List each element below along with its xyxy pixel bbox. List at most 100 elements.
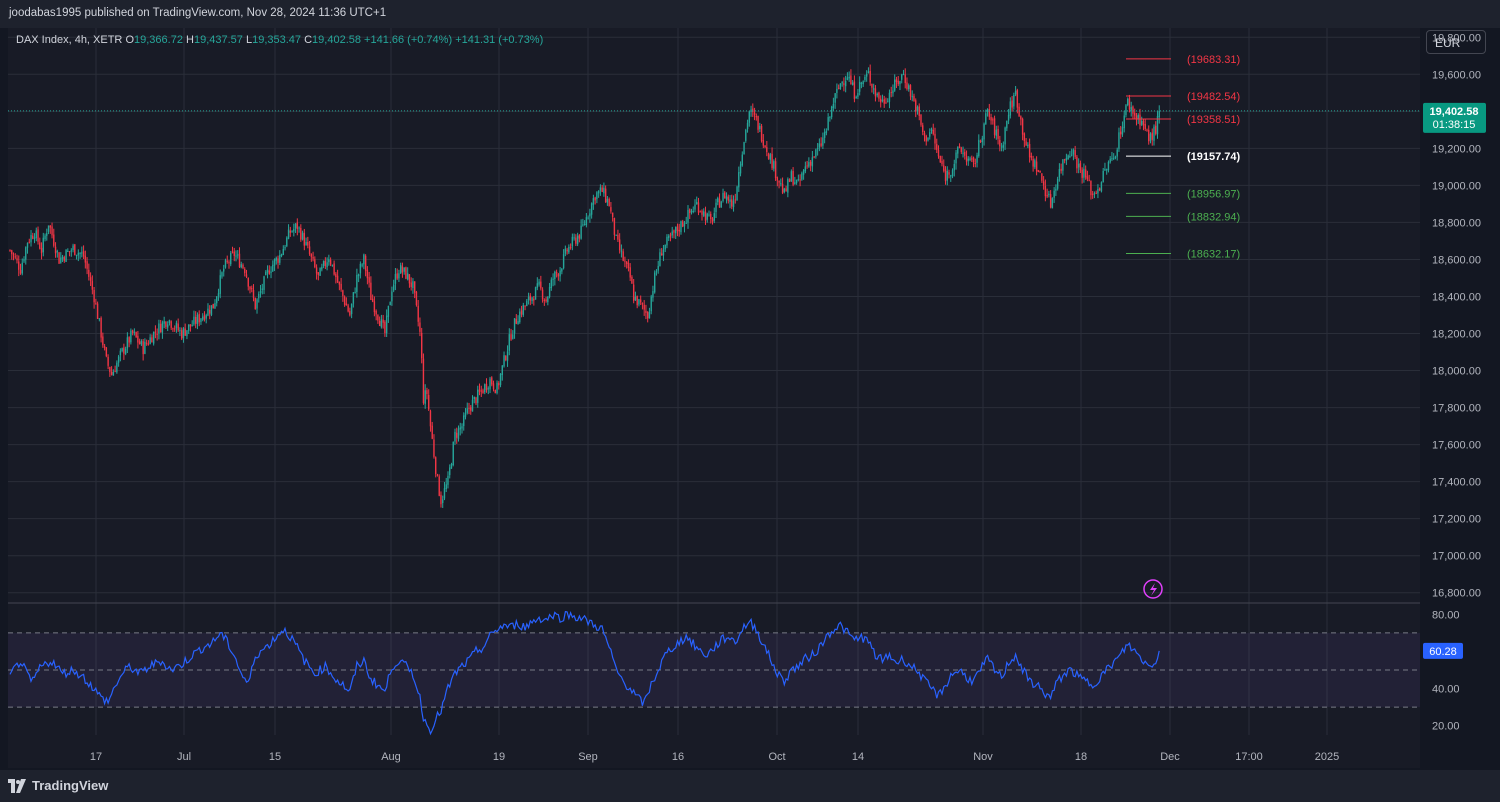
candle bbox=[690, 210, 693, 213]
candle bbox=[82, 251, 85, 257]
candle bbox=[739, 164, 742, 174]
candle bbox=[1007, 114, 1010, 121]
candle bbox=[1070, 154, 1073, 156]
candle bbox=[1027, 144, 1029, 147]
candle bbox=[641, 303, 644, 305]
candle bbox=[321, 266, 323, 270]
time-tick-label: 2025 bbox=[1315, 751, 1339, 763]
candle bbox=[594, 197, 596, 201]
candle bbox=[869, 71, 871, 83]
candle bbox=[571, 236, 574, 247]
candle bbox=[865, 73, 868, 77]
candle bbox=[1072, 149, 1075, 155]
candle bbox=[366, 269, 369, 279]
candle bbox=[897, 80, 899, 85]
time-tick-label: Oct bbox=[768, 751, 785, 763]
candle bbox=[503, 355, 505, 367]
close-label: C bbox=[304, 34, 313, 46]
candle bbox=[186, 330, 188, 337]
candle bbox=[499, 373, 502, 385]
chart-panel[interactable] bbox=[8, 28, 1420, 768]
candle bbox=[527, 296, 530, 301]
candle bbox=[191, 325, 193, 327]
candle bbox=[643, 304, 645, 310]
candle bbox=[142, 341, 144, 355]
candle bbox=[534, 287, 537, 300]
candle bbox=[410, 282, 412, 287]
candle bbox=[596, 192, 598, 200]
candle bbox=[1134, 112, 1136, 116]
candle bbox=[47, 225, 50, 232]
candle bbox=[443, 488, 446, 499]
candle bbox=[382, 319, 384, 323]
candle bbox=[1100, 182, 1103, 192]
candle bbox=[799, 179, 801, 181]
candle bbox=[1051, 198, 1054, 209]
candle bbox=[650, 296, 652, 312]
candle bbox=[1058, 169, 1061, 178]
candle bbox=[303, 233, 306, 246]
candle bbox=[333, 263, 335, 275]
candle bbox=[696, 201, 698, 205]
candle bbox=[461, 426, 463, 429]
candle bbox=[406, 273, 409, 280]
candle bbox=[166, 324, 169, 328]
candle bbox=[121, 348, 123, 351]
candle bbox=[196, 314, 199, 324]
candle bbox=[648, 311, 651, 319]
candle bbox=[359, 263, 362, 274]
price-tick-label: 19,800.00 bbox=[1432, 32, 1481, 44]
candle bbox=[1021, 118, 1024, 135]
candle bbox=[350, 303, 353, 315]
candle bbox=[990, 116, 992, 121]
candle bbox=[140, 340, 143, 345]
candle bbox=[68, 251, 71, 253]
candle bbox=[1148, 129, 1150, 142]
candle bbox=[590, 203, 593, 215]
candle bbox=[128, 337, 130, 343]
candle bbox=[634, 296, 637, 301]
candle bbox=[102, 336, 104, 346]
candle bbox=[91, 281, 94, 290]
flash-icon[interactable] bbox=[1143, 579, 1163, 599]
candle bbox=[685, 222, 687, 224]
candle bbox=[885, 102, 887, 104]
candle bbox=[294, 223, 297, 229]
candle bbox=[713, 213, 715, 221]
candle bbox=[547, 296, 549, 303]
candle bbox=[449, 467, 451, 476]
candle bbox=[135, 332, 137, 338]
candle bbox=[335, 273, 337, 278]
tradingview-logo-icon[interactable] bbox=[8, 779, 26, 793]
currency-button[interactable]: EUR bbox=[1426, 30, 1486, 54]
candle bbox=[867, 71, 870, 74]
candle bbox=[275, 257, 277, 261]
candle bbox=[124, 348, 127, 355]
candle bbox=[1063, 159, 1066, 161]
candle bbox=[908, 85, 910, 90]
symbol-legend: DAX Index, 4h, XETR O19,366.72 H19,437.5… bbox=[16, 34, 543, 46]
candle bbox=[597, 190, 600, 194]
candle bbox=[403, 267, 405, 272]
price-tick-label: 17,800.00 bbox=[1432, 403, 1481, 415]
candle bbox=[466, 408, 468, 413]
candle bbox=[163, 321, 165, 324]
time-tick-label: 17 bbox=[90, 751, 102, 763]
candle bbox=[210, 305, 213, 315]
candle bbox=[182, 328, 185, 339]
candle bbox=[529, 295, 532, 301]
candle bbox=[611, 212, 614, 217]
candle bbox=[795, 179, 798, 183]
candle bbox=[855, 96, 857, 99]
rsi-series bbox=[9, 610, 1160, 736]
candle bbox=[857, 93, 859, 97]
tradingview-brand[interactable]: TradingView bbox=[32, 778, 109, 793]
candle bbox=[482, 390, 484, 394]
candle bbox=[781, 183, 784, 194]
time-axis: 17 Jul 15 Aug 19 Sep 16 Oct 14 Nov 18 Dec 17:00 2025 bbox=[90, 751, 1339, 763]
candle bbox=[517, 321, 519, 325]
candle bbox=[890, 92, 892, 94]
candle bbox=[524, 305, 526, 307]
